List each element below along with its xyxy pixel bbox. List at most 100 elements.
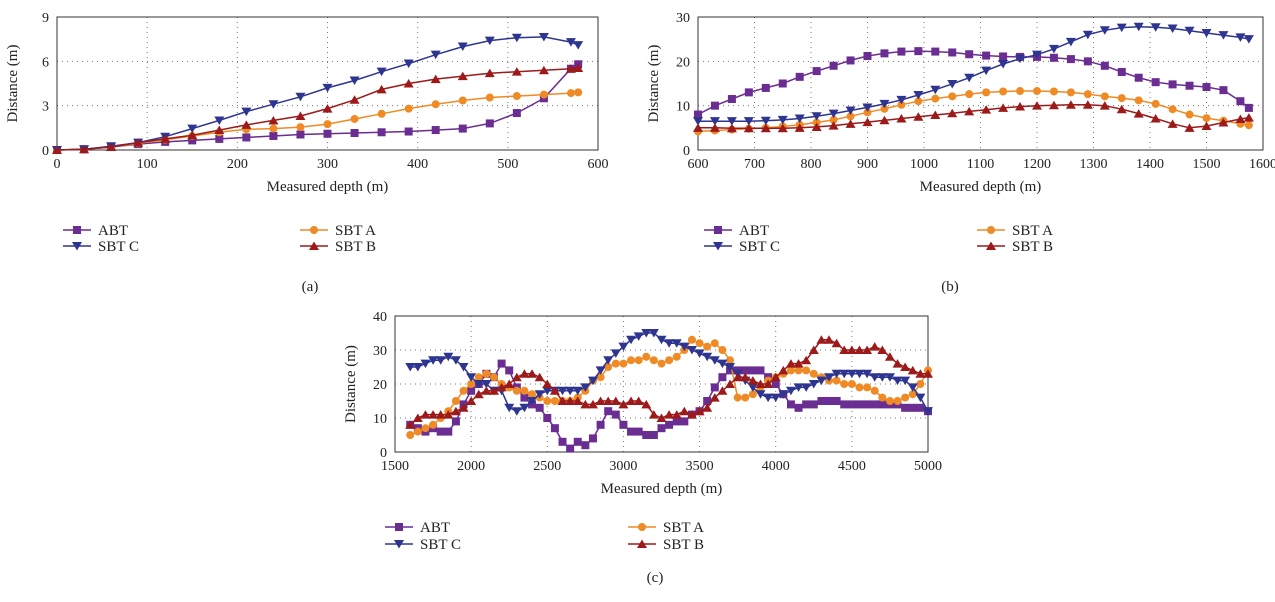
legend-label: SBT C	[98, 239, 139, 255]
data-point	[604, 363, 613, 371]
data-point	[916, 380, 925, 388]
y-tick-label: 0	[42, 144, 49, 159]
data-point	[1243, 35, 1254, 44]
data-point	[634, 356, 643, 365]
series-line	[698, 104, 1250, 130]
legend-marker	[987, 226, 995, 234]
data-point	[863, 52, 872, 61]
data-point	[878, 400, 887, 409]
data-point	[458, 363, 469, 372]
data-point	[634, 427, 643, 436]
data-point	[900, 362, 911, 371]
data-point	[755, 379, 766, 388]
data-point	[717, 386, 728, 395]
data-point	[572, 396, 583, 405]
data-point	[1236, 97, 1245, 106]
data-point	[741, 393, 750, 402]
data-point	[431, 126, 440, 135]
data-point	[587, 399, 598, 409]
data-point	[896, 95, 907, 105]
data-point	[733, 393, 742, 402]
data-point	[376, 84, 387, 94]
y-tick-label: 3	[42, 100, 49, 115]
data-point	[1015, 102, 1026, 111]
data-point	[376, 67, 387, 77]
legend-item: SBT C	[704, 239, 780, 255]
data-point	[241, 120, 252, 129]
x-tick-label: 400	[407, 157, 428, 172]
data-point	[795, 72, 804, 81]
data-point	[588, 434, 597, 443]
data-point	[846, 345, 857, 354]
data-point	[763, 379, 774, 388]
legend-item: SBT B	[628, 537, 704, 553]
data-point	[679, 406, 690, 416]
data-point	[694, 110, 702, 119]
data-point	[377, 128, 386, 137]
data-point	[809, 369, 818, 378]
x-tick-label: 0	[54, 157, 61, 172]
data-point	[845, 119, 856, 128]
data-point	[350, 129, 359, 138]
data-point	[633, 332, 644, 341]
data-point	[350, 114, 359, 123]
data-point	[948, 48, 957, 57]
data-point	[710, 101, 719, 110]
data-point	[709, 123, 720, 132]
data-point	[965, 50, 974, 59]
data-point	[484, 68, 495, 78]
data-point	[187, 130, 198, 140]
data-point	[1133, 109, 1144, 118]
data-point	[519, 369, 530, 378]
data-point	[727, 95, 736, 104]
data-point	[981, 66, 992, 76]
data-point	[664, 410, 675, 419]
data-point	[665, 420, 674, 429]
data-point	[1243, 113, 1254, 122]
data-point	[649, 356, 658, 365]
data-point	[901, 393, 910, 402]
data-point	[269, 131, 278, 140]
y-tick-label: 30	[373, 344, 387, 359]
data-point	[725, 363, 736, 372]
legend-label: SBT C	[739, 239, 780, 255]
y-tick-label: 20	[373, 378, 387, 393]
data-point	[611, 359, 620, 368]
data-point	[505, 366, 514, 375]
data-point	[794, 403, 803, 412]
data-point	[657, 359, 666, 368]
data-point	[1065, 37, 1076, 47]
x-tick-label: 600	[588, 157, 609, 172]
legend-item: SBT A	[300, 223, 376, 239]
data-point	[538, 65, 549, 75]
series-line	[697, 50, 1250, 116]
data-point	[443, 352, 454, 362]
data-point	[1116, 104, 1127, 114]
data-point	[694, 406, 705, 416]
y-axis-label: Distance (m)	[646, 45, 662, 123]
data-point	[504, 403, 515, 413]
y-tick-label: 20	[676, 55, 690, 70]
data-point	[846, 56, 855, 65]
data-point	[412, 363, 423, 372]
data-point	[406, 431, 415, 439]
data-point	[241, 107, 252, 117]
data-point	[405, 363, 416, 372]
data-point	[1065, 100, 1076, 109]
data-point	[435, 356, 446, 365]
data-point	[527, 369, 538, 378]
data-point	[520, 393, 529, 402]
data-point	[862, 345, 873, 354]
data-point	[747, 376, 758, 385]
data-point	[893, 397, 902, 405]
legend-marker	[713, 242, 723, 251]
y-axis-label: Distance (m)	[343, 345, 359, 423]
data-point	[665, 356, 674, 365]
data-point	[1235, 114, 1246, 123]
data-point	[580, 399, 591, 409]
data-point	[430, 50, 441, 60]
data-point	[214, 125, 225, 135]
data-point	[982, 88, 991, 97]
data-point	[777, 123, 788, 133]
data-point	[565, 38, 576, 47]
